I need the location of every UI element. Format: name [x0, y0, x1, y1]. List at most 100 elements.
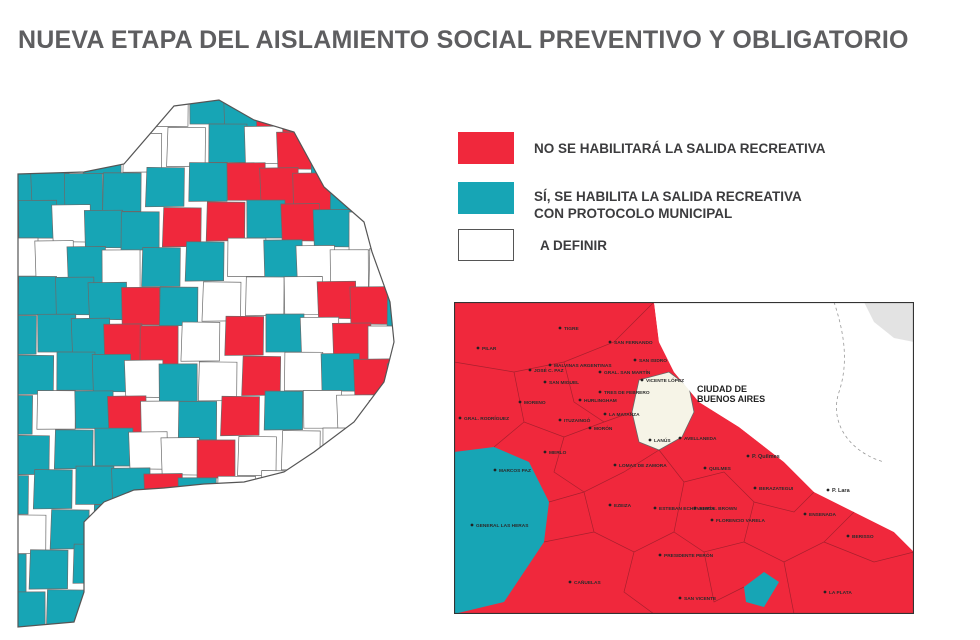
place-dot — [598, 370, 602, 374]
district-cell — [276, 510, 317, 551]
place-label: PILAR — [482, 346, 497, 352]
district-cell — [180, 321, 221, 362]
district-cell — [339, 619, 379, 627]
place-dot — [653, 506, 657, 510]
district-cell — [371, 168, 394, 209]
place-label: MORÓN — [594, 424, 613, 432]
district-cell — [413, 622, 414, 632]
river-boundary — [833, 301, 885, 463]
inset-teal-south — [744, 572, 779, 607]
place-label: ENSENADA — [809, 512, 836, 518]
district-cell — [26, 629, 64, 632]
district-cell — [200, 586, 241, 625]
district-cell — [158, 363, 198, 403]
place-label: BERISSO — [852, 534, 874, 540]
district-cell — [166, 126, 206, 167]
legend-label-tbd: A DEFINIR — [540, 238, 607, 253]
legend-swatch-red — [458, 132, 514, 164]
district-cell — [406, 402, 414, 440]
place-label: LA PLATA — [829, 590, 852, 596]
district-cell — [189, 100, 229, 125]
district-cell — [299, 544, 340, 585]
district-cell — [47, 132, 87, 171]
district-cell — [224, 315, 264, 356]
district-cell — [89, 583, 130, 624]
place-label: PRESIDENTE PERÓN — [664, 551, 714, 559]
place-dot — [568, 580, 572, 584]
district-cell — [149, 100, 189, 128]
place-dot — [603, 412, 607, 416]
district-cell — [18, 514, 47, 554]
place-label: BERAZATEGUI — [759, 486, 794, 492]
district-cell — [295, 624, 335, 627]
district-cell — [386, 287, 394, 327]
district-cell — [389, 208, 394, 249]
district-cell — [18, 126, 55, 165]
district-cell — [141, 247, 181, 287]
place-label: MERLO — [549, 450, 567, 456]
district-cell — [83, 209, 124, 249]
district-cell — [18, 553, 27, 593]
legend-label-yes: SÍ, SE HABILITA LA SALIDA RECREATIVA CON… — [534, 189, 802, 221]
place-dot — [658, 553, 662, 557]
place-dot — [823, 590, 827, 594]
district-cell — [245, 276, 285, 317]
district-cell — [113, 541, 153, 581]
district-cell — [18, 434, 50, 476]
province-map — [14, 92, 414, 632]
district-cell — [120, 211, 160, 251]
district-cell — [241, 355, 282, 396]
district-cell — [332, 100, 373, 134]
district-cell — [94, 427, 134, 467]
district-cell — [215, 553, 255, 593]
place-label: LA MATANZA — [609, 412, 640, 418]
place-dot — [578, 398, 582, 402]
district-cell — [18, 394, 33, 436]
district-cell — [255, 550, 296, 591]
district-cell — [220, 395, 260, 437]
place-dot — [543, 450, 547, 454]
district-cell — [340, 466, 380, 506]
district-cell — [72, 543, 113, 584]
place-label: ITUZAINGÓ — [564, 416, 591, 424]
place-label: ESTEBAN ECHEVERRÍA — [659, 504, 715, 512]
district-cell — [177, 400, 218, 441]
place-label: P. Quilmes — [752, 454, 780, 460]
district-cell — [14, 629, 27, 632]
district-cell — [168, 581, 208, 620]
district-cell — [368, 399, 394, 439]
district-cell — [353, 358, 393, 397]
place-dot — [693, 506, 697, 510]
district-cell — [18, 199, 58, 239]
district-cell — [18, 315, 37, 355]
place-label: JOSÉ C. PAZ — [534, 366, 564, 374]
place-dot — [476, 346, 480, 350]
place-label: SAN ISIDRO — [639, 358, 667, 364]
district-cell — [131, 504, 171, 543]
district-cell — [18, 474, 29, 515]
district-cell — [123, 359, 164, 398]
inset-boundaries — [453, 301, 915, 615]
district-cell — [322, 427, 362, 467]
district-cell — [273, 590, 313, 627]
district-cell — [122, 132, 163, 173]
district-cell — [208, 123, 248, 163]
inset-red-zone — [454, 302, 914, 614]
place-label: P. Lara — [832, 488, 851, 494]
district-cell — [276, 131, 316, 170]
place-dot — [528, 368, 532, 372]
place-dot — [558, 418, 562, 422]
place-label: MALVINAS ARGENTINAS — [554, 363, 612, 369]
district-cell — [303, 389, 343, 429]
district-cell — [393, 507, 394, 547]
district-cell — [188, 162, 228, 202]
legend-label-no: NO SE HABILITARÁ LA SALIDA RECREATIVA — [534, 141, 826, 156]
district-cell — [36, 390, 76, 430]
province-map-svg — [14, 99, 414, 632]
district-cell — [75, 465, 115, 505]
coast-grey — [864, 302, 914, 342]
district-cell — [68, 623, 109, 627]
district-cell — [234, 515, 274, 555]
place-dot — [470, 523, 474, 527]
district-cell — [184, 622, 224, 627]
